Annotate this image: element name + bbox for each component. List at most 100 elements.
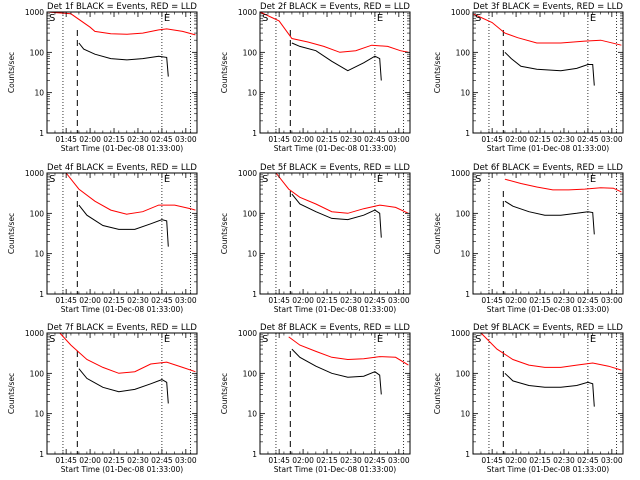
events-series-line (504, 51, 595, 86)
panel-title: Det 1f BLACK = Events, RED = LLD (47, 2, 197, 12)
y-tick-label: 1 (252, 290, 257, 299)
x-tick-label: 02:45 (577, 135, 599, 144)
start-marker: S (262, 174, 268, 185)
start-marker: S (262, 334, 268, 345)
x-tick-label: 02:30 (553, 456, 575, 465)
y-axis-label: Counts/sec (7, 373, 16, 414)
panel-title: Det 7f BLACK = Events, RED = LLD (47, 323, 197, 333)
lld-series-line (472, 13, 622, 46)
start-marker: S (49, 174, 55, 185)
x-tick-label: 02:45 (151, 135, 173, 144)
x-tick-label: 02:30 (553, 135, 575, 144)
y-tick-label: 1000 (238, 169, 257, 178)
y-axis-label: Counts/sec (433, 52, 442, 93)
end-marker: E (377, 334, 383, 345)
y-tick-label: 1 (39, 129, 44, 138)
x-tick-label: 02:00 (505, 456, 527, 465)
x-tick-label: 02:00 (505, 296, 527, 305)
x-tick-label: 02:30 (340, 296, 362, 305)
x-tick-label: 01:45 (268, 456, 290, 465)
events-series-line (291, 42, 382, 81)
lld-series-line (288, 336, 409, 366)
y-tick-label: 10 (460, 250, 470, 259)
lld-series-line (46, 11, 196, 36)
y-axis-label: Counts/sec (433, 373, 442, 414)
x-tick-label: 02:00 (79, 296, 101, 305)
x-axis-label: Start Time (01-Dec-08 01:33:00) (274, 144, 396, 153)
lld-series-line (480, 332, 622, 371)
plot-frame (472, 11, 624, 134)
events-series-line (78, 368, 169, 404)
x-tick-label: 02:00 (292, 135, 314, 144)
y-tick-label: 1 (252, 450, 257, 459)
x-tick-label: 03:00 (175, 456, 197, 465)
y-tick-label: 1000 (451, 169, 470, 178)
panel-title: Det 8f BLACK = Events, RED = LLD (260, 323, 410, 333)
y-tick-label: 1 (252, 129, 257, 138)
x-tick-label: 03:00 (388, 135, 410, 144)
y-axis-label: Counts/sec (7, 52, 16, 93)
x-tick-label: 02:30 (127, 135, 149, 144)
x-tick-label: 02:15 (103, 456, 125, 465)
y-tick-label: 100 (30, 209, 45, 218)
y-tick-label: 1000 (451, 329, 470, 338)
start-marker: S (49, 13, 55, 24)
y-tick-label: 100 (30, 369, 45, 378)
y-tick-label: 10 (34, 250, 44, 259)
x-tick-label: 02:45 (364, 135, 386, 144)
plot-frame (472, 332, 624, 455)
y-tick-label: 100 (456, 209, 471, 218)
x-tick-label: 01:45 (268, 135, 290, 144)
x-tick-label: 03:00 (601, 456, 623, 465)
x-axis-label: Start Time (01-Dec-08 01:33:00) (61, 305, 183, 314)
x-tick-label: 02:15 (316, 296, 338, 305)
end-marker: E (590, 334, 596, 345)
end-marker: E (377, 174, 383, 185)
y-axis-label: Counts/sec (7, 213, 16, 254)
y-tick-label: 1000 (25, 329, 44, 338)
y-axis-label: Counts/sec (220, 213, 229, 254)
lld-series-line (65, 172, 196, 215)
start-marker: S (49, 334, 55, 345)
plot-frame (259, 332, 411, 455)
x-tick-label: 02:45 (151, 296, 173, 305)
events-series-line (504, 200, 595, 235)
y-tick-label: 100 (243, 48, 258, 57)
x-tick-label: 03:00 (388, 456, 410, 465)
y-tick-label: 1 (39, 290, 44, 299)
x-tick-label: 01:45 (55, 296, 77, 305)
events-series-line (78, 42, 169, 77)
x-tick-label: 01:45 (55, 135, 77, 144)
plot-frame (46, 172, 198, 295)
y-tick-label: 10 (460, 410, 470, 419)
x-tick-label: 02:15 (103, 135, 125, 144)
x-tick-label: 02:30 (340, 456, 362, 465)
x-tick-label: 02:15 (529, 296, 551, 305)
x-tick-label: 03:00 (601, 135, 623, 144)
events-series-line (291, 193, 382, 238)
y-tick-label: 100 (243, 209, 258, 218)
panel-title: Det 5f BLACK = Events, RED = LLD (260, 163, 410, 173)
events-series-line (78, 204, 169, 247)
y-tick-label: 10 (34, 410, 44, 419)
x-tick-label: 01:45 (268, 296, 290, 305)
end-marker: E (590, 13, 596, 24)
x-tick-label: 02:15 (316, 456, 338, 465)
panel-title: Det 9f BLACK = Events, RED = LLD (473, 323, 623, 333)
panel-title: Det 2f BLACK = Events, RED = LLD (260, 2, 410, 12)
plot-frame (259, 172, 411, 295)
end-marker: E (377, 13, 383, 24)
panel-title: Det 4f BLACK = Events, RED = LLD (47, 163, 197, 173)
x-tick-label: 03:00 (175, 296, 197, 305)
y-tick-label: 1000 (238, 8, 257, 17)
x-tick-label: 02:00 (292, 456, 314, 465)
y-tick-label: 1000 (451, 8, 470, 17)
y-tick-label: 100 (243, 369, 258, 378)
y-tick-label: 10 (247, 410, 257, 419)
